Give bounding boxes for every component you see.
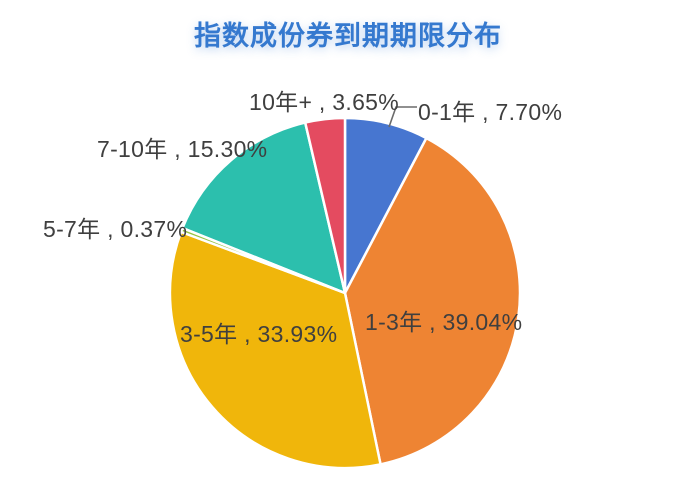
chart-title: 指数成份券到期期限分布 <box>194 21 502 51</box>
slice-label-10plus: 10年+ , 3.65% <box>249 89 400 115</box>
pie-slice-1-3年 <box>343 136 522 466</box>
pie-slice-3-5年 <box>168 230 382 470</box>
slice-label-1-3: 1-3年 , 39.04% <box>365 309 523 335</box>
slice-label-3-5: 3-5年 , 33.93% <box>180 321 338 347</box>
pie-slice-10年+ <box>303 116 347 295</box>
pie-slice-5-7年 <box>179 226 347 295</box>
slice-label-0-1: 0-1年 , 7.70% <box>418 99 563 125</box>
slice-label-5-7: 5-7年 , 0.37% <box>43 216 188 242</box>
leader-line-0-1-slice <box>388 106 417 128</box>
pie-slice-7-10年 <box>181 121 347 295</box>
slice-label-7-10: 7-10年 , 15.30% <box>97 136 268 162</box>
pie-slices-group <box>168 116 522 470</box>
